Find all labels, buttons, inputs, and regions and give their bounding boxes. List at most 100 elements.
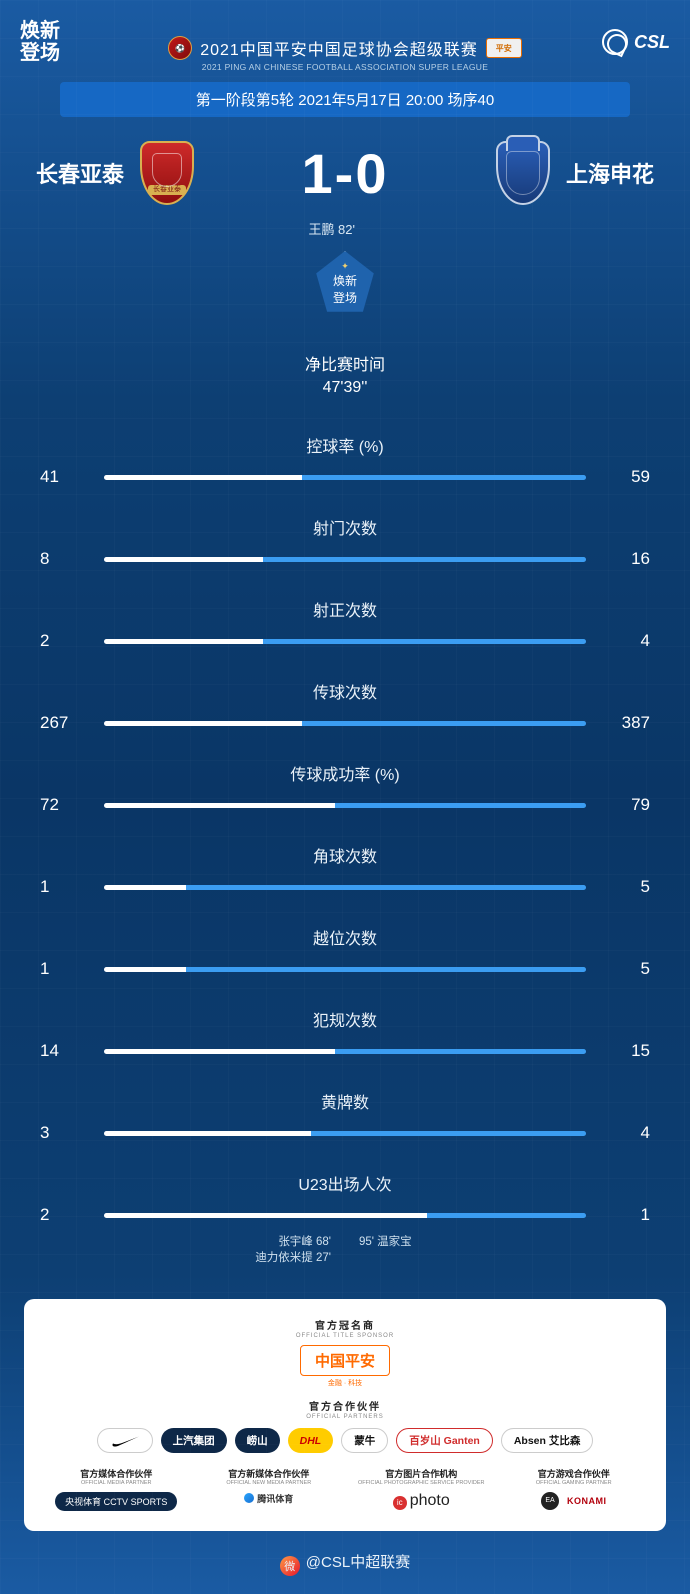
icphoto-logo: icphoto [393,1492,450,1510]
stat-bar [104,803,586,808]
stat-bar-away [335,803,586,808]
stat-home-value: 8 [40,549,90,569]
u23-home-entry: 迪力依米提 27' [40,1249,331,1265]
stat-bar-home [104,967,186,972]
stat-away-value: 387 [600,713,650,733]
stat-row: U23出场人次 2 1 [40,1171,650,1225]
stat-away-value: 5 [600,959,650,979]
stat-row: 角球次数 1 5 [40,843,650,897]
stat-bar-away [186,885,586,890]
stat-row: 射门次数 8 16 [40,515,650,569]
col-label-en: OFFICIAL PHOTOGRAPHIC SERVICE PROVIDER [349,1480,494,1486]
away-side: 上海申花 [494,139,654,207]
konami-logo: KONAMI [567,1496,607,1506]
stat-bar-away [186,967,586,972]
stat-title: 射门次数 [40,515,650,539]
stat-bar-away [311,1131,586,1136]
csl-ball-icon [602,29,628,55]
partners-row: 上汽集团 崂山 DHL 蒙牛 百岁山 Ganten Absen 艾比森 [44,1428,646,1453]
pingan-sub: 金融 · 科技 [44,1378,646,1388]
badge-l1: 焕新 [333,272,357,289]
net-time-value: 47'39'' [40,379,650,397]
away-crest-icon [494,139,552,207]
home-scorer: 王鹏 82' [225,219,465,238]
title-sponsor-label-en: OFFICIAL TITLE SPONSOR [44,1333,646,1339]
stat-row: 传球次数 267 387 [40,679,650,733]
col-label: 官方游戏合作伙伴 [502,1467,647,1480]
stat-title: 角球次数 [40,843,650,867]
col-label: 官方媒体合作伙伴 [44,1467,189,1480]
footer-handle: 微 @CSL中超联赛 [0,1545,690,1594]
stat-row: 犯规次数 14 15 [40,1007,650,1061]
col-label-en: OFFICIAL MEDIA PARTNER [44,1480,189,1486]
col-label-en: OFFICIAL NEW MEDIA PARTNER [197,1480,342,1486]
u23-away-entry: 95' 温家宝 [359,1233,650,1249]
stat-bar [104,721,586,726]
stat-away-value: 5 [600,877,650,897]
league-title-cn: 2021中国平安中国足球协会超级联赛 [200,36,478,60]
csl-text: CSL [634,32,670,53]
league-title-en: 2021 PING AN CHINESE FOOTBALL ASSOCIATIO… [0,62,690,72]
u23-annotations: 张宇峰 68'迪力依米提 27' 95' 温家宝 [40,1233,650,1265]
net-time-label: 净比赛时间 [40,351,650,375]
sponsor-column: 官方游戏合作伙伴 OFFICIAL GAMING PARTNER EA KONA… [502,1467,647,1511]
stat-bar-away [427,1213,586,1218]
stat-bar-home [104,1213,427,1218]
stat-home-value: 1 [40,959,90,979]
stat-bar-away [263,557,586,562]
match-meta: 第一阶段第5轮 2021年5月17日 20:00 场序40 [60,82,630,117]
stat-bar [104,639,586,644]
title-sponsor-label: 官方冠名商 [44,1317,646,1332]
sponsor-column: 官方新媒体合作伙伴 OFFICIAL NEW MEDIA PARTNER 腾讯体… [197,1467,342,1511]
home-team-name: 长春亚泰 [36,157,124,189]
stat-row: 越位次数 1 5 [40,925,650,979]
stat-home-value: 267 [40,713,90,733]
stat-bar-home [104,885,186,890]
stat-title: U23出场人次 [40,1171,650,1195]
weibo-icon: 微 [280,1556,300,1576]
stats-panel: 净比赛时间 47'39'' 控球率 (%) 41 59 射门次数 8 16 射正… [0,323,690,1265]
stat-away-value: 79 [600,795,650,815]
stat-title: 传球成功率 (%) [40,761,650,785]
stat-row: 黄牌数 3 4 [40,1089,650,1143]
partner-mengniu: 蒙牛 [341,1428,388,1453]
away-team-name: 上海申花 [566,157,654,189]
footer-text: @CSL中超联赛 [306,1554,410,1571]
stat-home-value: 2 [40,1205,90,1225]
stat-bar [104,1131,586,1136]
pingan-logo: 中国平安 [300,1345,390,1376]
sponsor-panel: 官方冠名商 OFFICIAL TITLE SPONSOR 中国平安 金融 · 科… [24,1299,666,1531]
cfa-emblem-icon: ⚽ [168,36,192,60]
stat-title: 犯规次数 [40,1007,650,1031]
sponsor-columns: 官方媒体合作伙伴 OFFICIAL MEDIA PARTNER 央视体育 CCT… [44,1467,646,1511]
stat-bar-home [104,803,335,808]
stat-bar-home [104,475,302,480]
partner-absen: Absen 艾比森 [501,1428,594,1453]
cctv-logo: 央视体育 CCTV SPORTS [55,1492,177,1511]
stat-title: 控球率 (%) [40,433,650,457]
stat-row: 控球率 (%) 41 59 [40,433,650,487]
stat-bar [104,557,586,562]
partner-ganten: 百岁山 Ganten [396,1428,493,1453]
stat-away-value: 4 [600,1123,650,1143]
stat-title: 黄牌数 [40,1089,650,1113]
sponsor-chip-icon: 平安 [486,38,522,58]
stat-home-value: 14 [40,1041,90,1061]
tencent-logo: 腾讯体育 [244,1492,293,1505]
stat-bar-away [302,721,586,726]
sponsor-column: 官方图片合作机构 OFFICIAL PHOTOGRAPHIC SERVICE P… [349,1467,494,1511]
stat-home-value: 3 [40,1123,90,1143]
league-title: ⚽ 2021中国平安中国足球协会超级联赛 平安 2021 PING AN CHI… [0,36,690,72]
stat-away-value: 15 [600,1041,650,1061]
col-label-en: OFFICIAL GAMING PARTNER [502,1480,647,1486]
col-label: 官方图片合作机构 [349,1467,494,1480]
stat-row: 射正次数 2 4 [40,597,650,651]
stat-home-value: 2 [40,631,90,651]
partner-saic: 上汽集团 [161,1428,227,1453]
csl-logo: CSL [602,29,670,55]
badge-l2: 登场 [333,289,357,306]
page: 焕新 登场 CSL ⚽ 2021中国平安中国足球协会超级联赛 平安 2021 P… [0,0,690,1594]
stat-away-value: 59 [600,467,650,487]
stat-row: 传球成功率 (%) 72 79 [40,761,650,815]
partners-label-en: OFFICIAL PARTNERS [44,1414,646,1420]
